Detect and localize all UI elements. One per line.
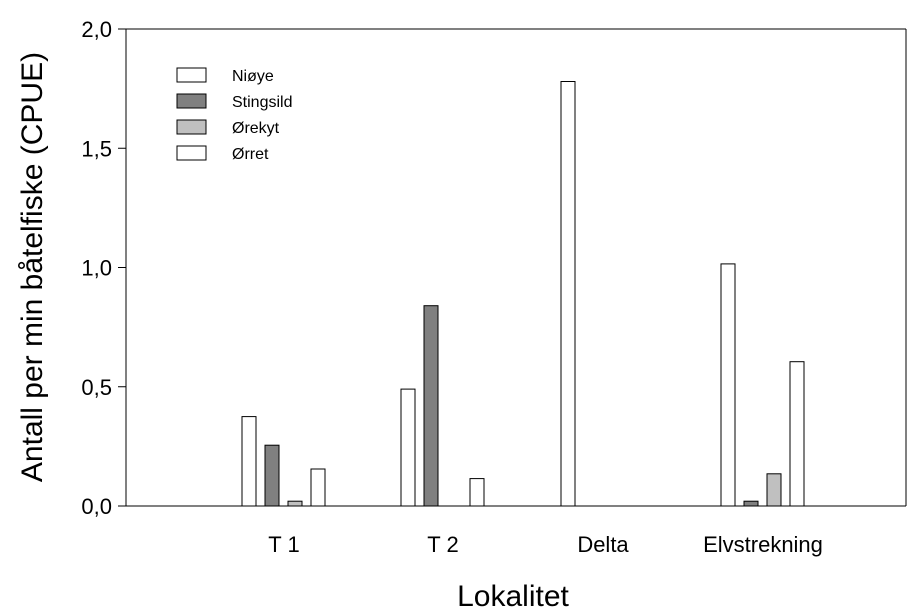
bar-niøye-t-2 xyxy=(400,388,416,507)
y-tick-label: 2,0 xyxy=(81,17,112,42)
y-axis-title: Antall per min båtelfiske (CPUE) xyxy=(16,52,49,482)
legend-swatch xyxy=(176,119,207,135)
bar-niøye-elvstrekning xyxy=(720,263,736,507)
legend-swatch xyxy=(176,93,207,109)
ticks-layer: 0,0 0,5 1,0 1,5 2,0 T 1 T 2 Delta Elvstrekning xyxy=(81,17,823,557)
bar-ørret-t-2 xyxy=(469,478,485,507)
y-tick-label: 0,5 xyxy=(81,375,112,400)
bar-niøye-t-1 xyxy=(241,416,257,507)
x-tick-label: T 1 xyxy=(268,532,299,557)
bar-stingsild-t-2 xyxy=(423,305,439,507)
bar-ørekyt-elvstrekning xyxy=(766,473,782,507)
y-tick-label: 0,0 xyxy=(81,494,112,519)
bar-ørret-elvstrekning xyxy=(789,361,805,507)
legend-swatch xyxy=(176,67,207,83)
x-tick-label: Delta xyxy=(577,532,629,557)
legend-label: Ørret xyxy=(232,146,269,163)
bar-niøye-delta xyxy=(560,81,576,507)
x-tick-label: Elvstrekning xyxy=(703,532,823,557)
bar-ørret-t-1 xyxy=(310,468,326,507)
y-tick-label: 1,5 xyxy=(81,136,112,161)
x-tick-label: T 2 xyxy=(427,532,458,557)
bar-stingsild-elvstrekning xyxy=(743,500,759,507)
x-axis-title: Lokalitet xyxy=(457,580,569,612)
legend: Niøye Stingsild Ørekyt Ørret xyxy=(176,67,292,163)
bars-layer xyxy=(241,81,805,507)
legend-swatch xyxy=(176,145,207,161)
y-tick-label: 1,0 xyxy=(81,256,112,281)
legend-label: Niøye xyxy=(232,68,274,85)
legend-label: Stingsild xyxy=(232,94,292,111)
bar-ørekyt-t-1 xyxy=(287,500,303,507)
bar-stingsild-t-1 xyxy=(264,444,280,507)
legend-label: Ørekyt xyxy=(232,120,280,137)
